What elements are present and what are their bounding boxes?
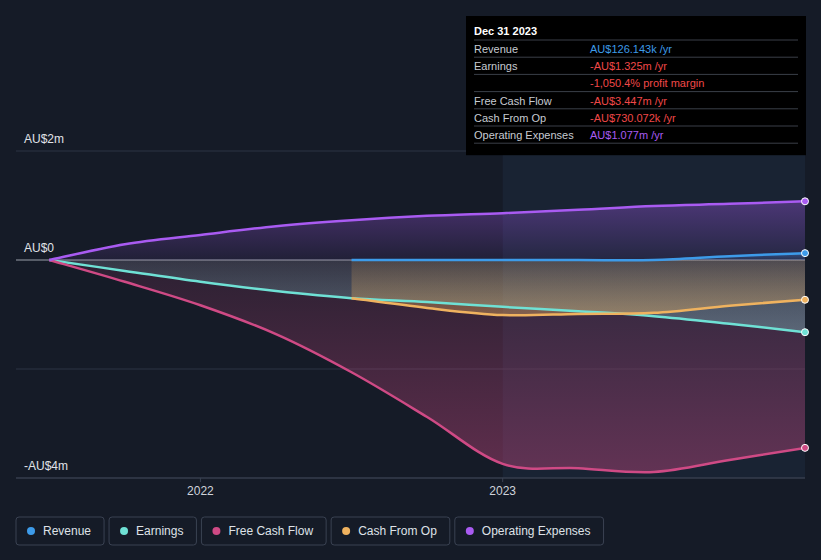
series-area <box>49 201 805 260</box>
series-line <box>352 298 805 315</box>
legend-box <box>455 517 604 545</box>
tooltip-label: Earnings <box>474 60 518 72</box>
x-tick-label: 2022 <box>187 484 214 498</box>
tooltip-value: -AU$730.072k /yr <box>590 112 676 124</box>
x-axis-line <box>16 478 805 479</box>
y-tick-label: -AU$4m <box>24 459 68 473</box>
end-marker <box>802 250 809 257</box>
tooltip-separator <box>474 108 798 109</box>
tooltip-label: Revenue <box>474 43 518 55</box>
legend-label: Operating Expenses <box>482 524 591 538</box>
end-marker <box>802 329 809 336</box>
tooltip-separator <box>474 74 798 75</box>
tooltip-label: Operating Expenses <box>474 129 574 141</box>
x-tick-label: 2023 <box>489 484 516 498</box>
y-tick-label: AU$0 <box>24 241 54 255</box>
series-area <box>352 260 805 315</box>
tooltip-label: Free Cash Flow <box>474 95 552 107</box>
y-tick-label: AU$2m <box>24 132 64 146</box>
legend-item: Revenue <box>16 517 104 545</box>
chart: AU$2m AU$0 -AU$4m 2022 2023 Dec 31 2023 Revenu… <box>0 0 821 560</box>
legend-label: Cash From Op <box>358 524 437 538</box>
legend-swatch <box>212 527 220 535</box>
tooltip-separator <box>474 91 798 92</box>
tooltip-separator <box>474 143 798 144</box>
legend-label: Earnings <box>136 524 183 538</box>
plot-area <box>49 201 805 472</box>
end-marker <box>802 296 809 303</box>
legend-box <box>331 517 450 545</box>
background <box>0 0 821 560</box>
legend-item: Operating Expenses <box>455 517 604 545</box>
end-marker <box>802 198 809 205</box>
tooltip-separator <box>474 40 798 41</box>
series-line <box>49 260 805 332</box>
legend-item: Free Cash Flow <box>201 517 326 545</box>
legend-label: Revenue <box>43 524 91 538</box>
legend-item: Earnings <box>109 517 196 545</box>
legend-swatch <box>27 527 35 535</box>
legend-box <box>109 517 196 545</box>
legend-label: Free Cash Flow <box>228 524 313 538</box>
legend-box <box>201 517 326 545</box>
tooltip-date: Dec 31 2023 <box>474 25 537 37</box>
series-line <box>49 201 805 260</box>
x-tick <box>200 478 201 482</box>
tooltip-value: -1,050.4% profit margin <box>590 77 704 89</box>
series-line <box>49 260 805 472</box>
legend-box <box>16 517 104 545</box>
tooltip-value: AU$126.143k /yr <box>590 43 672 55</box>
tooltip-box <box>466 16 806 155</box>
x-tick <box>502 478 503 482</box>
tooltip-separator <box>474 126 798 127</box>
series-line <box>352 253 805 260</box>
legend-swatch <box>466 527 474 535</box>
legend-swatch <box>120 527 128 535</box>
tooltip-value: -AU$1.325m /yr <box>590 60 667 72</box>
legend-item: Cash From Op <box>331 517 450 545</box>
legend-swatch <box>342 527 350 535</box>
series-area <box>49 260 805 472</box>
tooltip-value: -AU$3.447m /yr <box>590 95 667 107</box>
tooltip-label: Cash From Op <box>474 112 546 124</box>
grid-line <box>16 478 805 479</box>
tooltip-value: AU$1.077m /yr <box>590 129 664 141</box>
tooltip-separator <box>474 57 798 58</box>
end-marker <box>802 444 809 451</box>
